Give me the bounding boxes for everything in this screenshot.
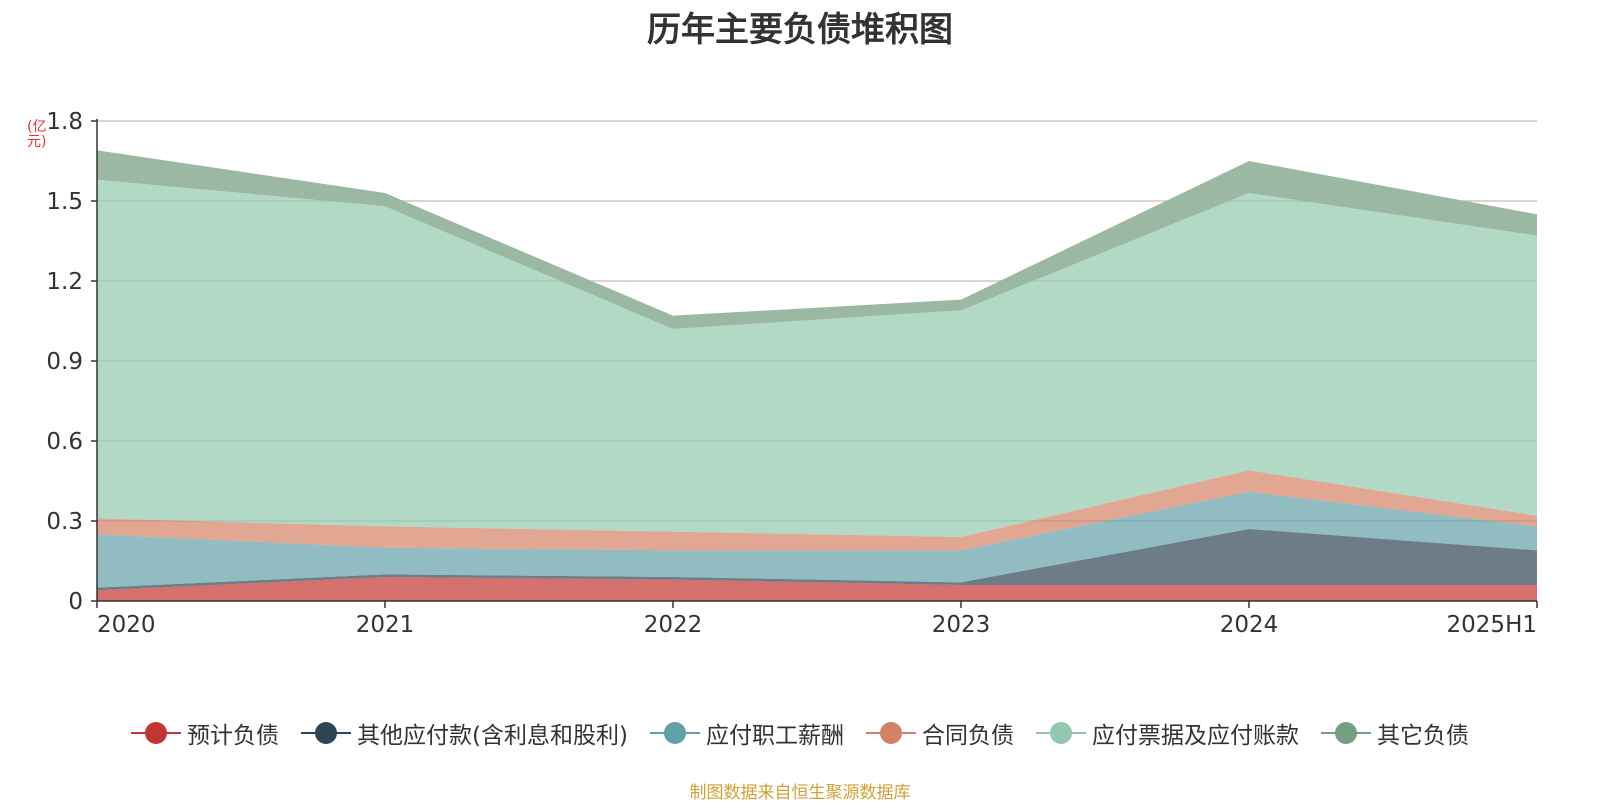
legend-item[interactable]: 其他应付款(含利息和股利)	[301, 716, 628, 750]
legend-marker-icon	[1035, 721, 1086, 745]
legend-marker-icon	[301, 721, 352, 745]
area-3	[97, 470, 1537, 551]
x-tick-label: 2023	[932, 612, 991, 638]
legend-label: 其它负债	[1376, 723, 1469, 749]
area-2	[97, 491, 1537, 588]
legend-item[interactable]: 合同负债	[865, 716, 1014, 750]
axes: 0 0.3 0.6 0.9 1.2 1.5 1.8 2020 2021 2022 2023 2024 2…	[46, 109, 1538, 638]
y-tick-label: 1.2	[46, 269, 83, 295]
legend-marker-icon	[131, 721, 182, 745]
legend-marker-icon	[1320, 721, 1371, 745]
legend-item[interactable]: 应付职工薪酬	[649, 716, 844, 750]
legend-label: 预计负债	[187, 723, 280, 749]
y-axis-unit-label: (亿元)	[27, 119, 47, 150]
legend-item[interactable]: 应付票据及应付账款	[1035, 716, 1299, 750]
data-source-note: 制图数据来自恒生聚源数据库	[689, 783, 911, 803]
x-tick-label: 2020	[97, 612, 156, 638]
legend-item[interactable]: 其它负债	[1320, 716, 1469, 750]
x-tick-label: 2022	[644, 612, 703, 638]
legend: 预计负债 其他应付款(含利息和股利) 应付职工薪酬 合同负债 应付票据及应付账款 其它负债	[0, 716, 1600, 750]
x-tick-label: 2025H1	[1447, 612, 1537, 638]
area-4	[97, 179, 1537, 537]
y-tick-label: 0.3	[46, 509, 83, 535]
chart-title: 历年主要负债堆积图	[647, 10, 953, 50]
legend-item[interactable]: 预计负债	[131, 716, 279, 750]
legend-label: 合同负债	[921, 723, 1014, 749]
y-tick-label: 0	[68, 589, 83, 615]
legend-marker-icon	[865, 721, 916, 745]
y-tick-label: 1.5	[46, 189, 83, 215]
x-tick-label: 2024	[1220, 612, 1279, 638]
area-0	[97, 577, 1537, 601]
legend-label: 应付职工薪酬	[705, 723, 844, 749]
area-1	[97, 529, 1537, 591]
y-tick-label: 1.8	[46, 109, 83, 135]
legend-marker-icon	[649, 721, 700, 745]
y-tick-label: 0.9	[46, 349, 83, 375]
legend-label: 其他应付款(含利息和股利)	[357, 723, 628, 749]
x-tick-label: 2021	[356, 612, 415, 638]
legend-label: 应付票据及应付账款	[1091, 723, 1299, 749]
area-series	[97, 150, 1537, 601]
y-tick-label: 0.6	[46, 429, 83, 455]
